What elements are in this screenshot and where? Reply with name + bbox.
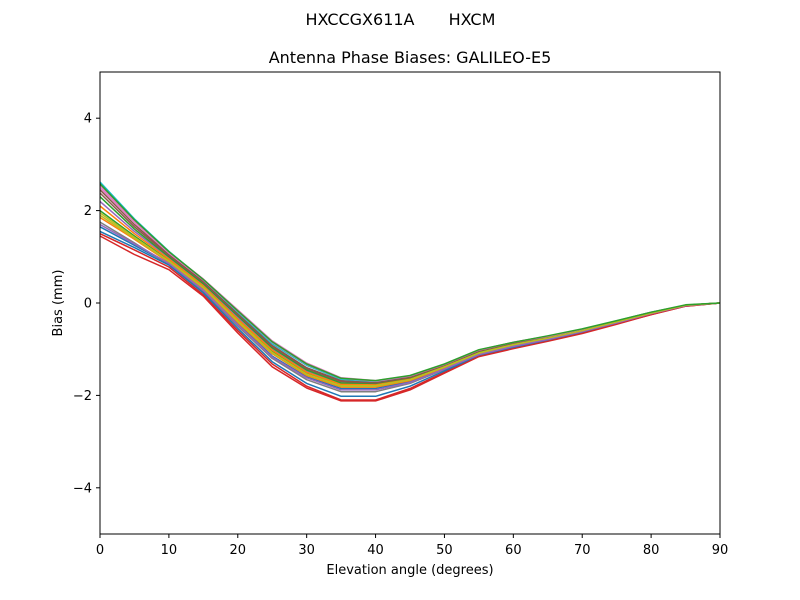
y-tick-label: 0	[84, 297, 92, 312]
x-tick-label: 10	[161, 543, 178, 558]
x-axis-label: Elevation angle (degrees)	[326, 563, 493, 578]
x-tick-label: 40	[367, 543, 384, 558]
series-line-18	[99, 212, 721, 387]
y-axis-ticks: −4 −2 0 2 4	[73, 112, 100, 496]
x-tick-label: 60	[505, 543, 522, 558]
y-tick-label: −2	[73, 389, 92, 404]
suptitle-model: HXCCGX611A	[305, 10, 414, 29]
x-tick-label: 70	[574, 543, 591, 558]
y-axis-label: Bias (mm)	[51, 270, 66, 337]
series-line-19	[99, 183, 721, 382]
x-tick-label: 30	[298, 543, 315, 558]
suptitle-code: HXCM	[449, 10, 496, 29]
chart-title: Antenna Phase Biases: GALILEO-E5	[269, 48, 552, 67]
y-tick-label: 2	[84, 204, 92, 219]
x-tick-label: 20	[230, 543, 247, 558]
x-tick-label: 0	[96, 543, 104, 558]
x-tick-label: 80	[643, 543, 660, 558]
y-tick-label: −4	[73, 481, 92, 496]
x-tick-label: 50	[436, 543, 453, 558]
series-line-15	[99, 223, 721, 391]
y-tick-label: 4	[84, 112, 92, 127]
series-line-14	[99, 235, 721, 402]
series-group	[99, 181, 721, 402]
x-tick-label: 90	[712, 543, 729, 558]
plot-frame	[99, 71, 721, 535]
x-axis-ticks: 0 10 20 30 40 50 60 70 80 90	[96, 534, 728, 558]
